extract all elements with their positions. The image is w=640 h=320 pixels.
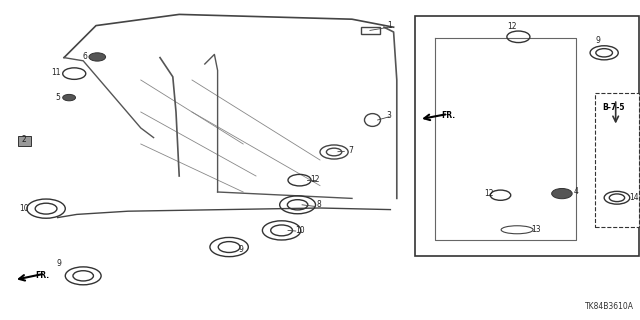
Text: 9: 9 [238, 245, 243, 254]
Text: 5: 5 [55, 93, 60, 102]
Text: 4: 4 [573, 188, 579, 196]
Bar [18, 136, 31, 146]
Text: 7: 7 [348, 146, 353, 155]
Text: 13: 13 [531, 225, 541, 234]
Text: 10: 10 [294, 226, 305, 235]
Text: FR.: FR. [442, 111, 456, 120]
Text: 11: 11 [52, 68, 61, 77]
Circle shape [552, 188, 572, 199]
Text: 12: 12 [484, 189, 493, 198]
Text: B-7-5: B-7-5 [602, 103, 625, 112]
Text: 1: 1 [387, 21, 392, 30]
Text: 3: 3 [387, 111, 392, 120]
Text: 9: 9 [595, 36, 600, 45]
Text: 9: 9 [56, 260, 61, 268]
Text: 12: 12 [310, 175, 319, 184]
Text: FR.: FR. [35, 271, 49, 280]
Bar [361, 27, 380, 34]
Text: 10: 10 [19, 204, 29, 213]
Text: 2: 2 [22, 135, 27, 144]
Bar [415, 16, 639, 256]
Bar [595, 93, 639, 227]
Text: 14: 14 [628, 193, 639, 202]
Circle shape [63, 94, 76, 101]
Text: 6: 6 [82, 52, 87, 61]
Text: 12: 12 [508, 22, 516, 31]
Text: TK84B3610A: TK84B3610A [584, 302, 634, 311]
Circle shape [89, 53, 106, 61]
Text: 8: 8 [316, 200, 321, 209]
